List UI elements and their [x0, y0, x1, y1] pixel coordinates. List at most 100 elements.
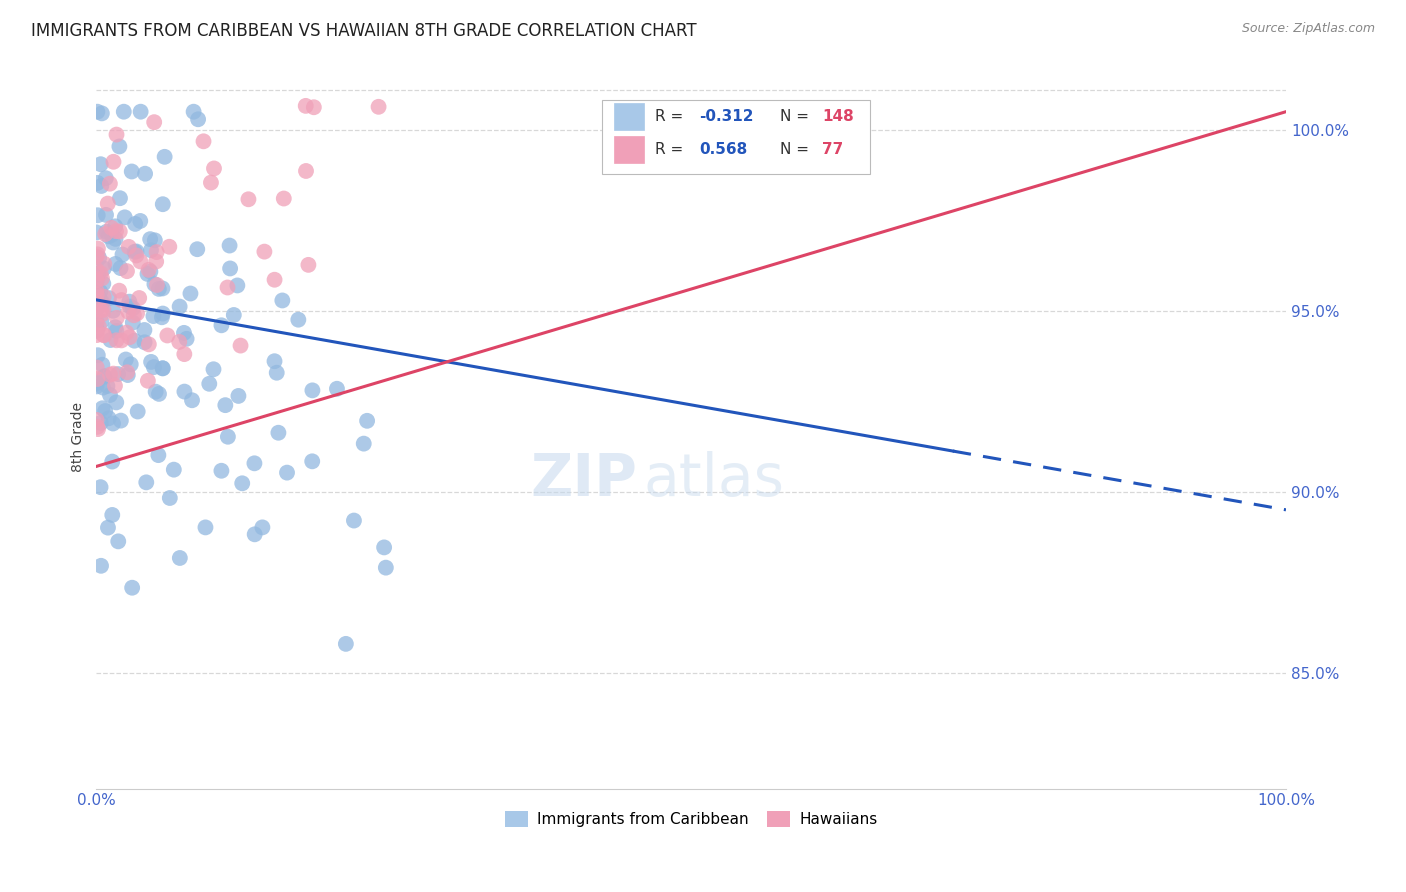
Point: [120, 300, 142, 314]
Point: [143, 115, 166, 129]
Point: [226, 278, 249, 293]
Point: [353, 436, 375, 450]
Point: [91, 271, 114, 285]
Point: [152, 281, 174, 295]
Point: [90, 314, 112, 328]
Point: [94, 227, 117, 241]
Point: [86, 420, 108, 434]
Point: [86, 376, 108, 391]
Point: [209, 318, 232, 333]
Point: [86, 294, 108, 309]
Text: N =: N =: [780, 142, 814, 157]
Point: [104, 257, 127, 271]
Point: [86, 315, 108, 329]
Point: [142, 360, 165, 375]
Point: [94, 208, 117, 222]
Point: [105, 395, 128, 409]
Point: [91, 295, 114, 310]
Point: [91, 401, 114, 416]
Point: [94, 404, 117, 418]
Point: [193, 134, 215, 148]
Point: [86, 284, 108, 298]
Point: [128, 291, 150, 305]
Point: [148, 387, 170, 401]
Point: [86, 247, 108, 261]
Point: [122, 301, 145, 316]
Point: [297, 258, 319, 272]
Point: [118, 294, 141, 309]
Point: [100, 333, 122, 347]
Point: [107, 534, 129, 549]
Point: [214, 398, 236, 412]
Point: [112, 104, 135, 119]
Point: [111, 247, 134, 261]
Point: [263, 354, 285, 368]
Point: [129, 214, 152, 228]
Point: [105, 310, 128, 325]
Point: [139, 244, 162, 258]
Point: [87, 422, 110, 436]
Point: [187, 112, 209, 127]
Point: [124, 334, 146, 348]
Point: [373, 541, 395, 555]
Point: [159, 491, 181, 505]
Point: [143, 277, 166, 292]
Point: [183, 104, 205, 119]
Point: [263, 273, 285, 287]
Point: [294, 99, 316, 113]
Point: [243, 456, 266, 470]
Point: [86, 104, 108, 119]
Point: [91, 307, 114, 321]
Point: [125, 248, 148, 262]
Point: [176, 332, 198, 346]
Point: [89, 293, 111, 308]
Point: [97, 521, 120, 535]
Point: [152, 197, 174, 211]
Point: [142, 309, 165, 323]
Point: [200, 176, 222, 190]
Point: [87, 348, 110, 362]
Point: [167, 334, 190, 349]
Point: [90, 303, 112, 318]
Point: [90, 106, 112, 120]
Point: [103, 367, 125, 381]
Point: [228, 389, 250, 403]
Point: [121, 581, 143, 595]
Point: [145, 384, 167, 399]
Point: [86, 176, 108, 190]
Point: [148, 448, 170, 462]
Text: -0.312: -0.312: [699, 109, 754, 124]
Point: [118, 330, 141, 344]
Point: [100, 227, 122, 242]
Point: [96, 225, 118, 239]
Point: [367, 100, 389, 114]
Point: [229, 338, 252, 352]
Point: [287, 312, 309, 326]
Point: [127, 404, 149, 418]
Point: [101, 454, 124, 468]
Point: [238, 192, 260, 206]
Point: [125, 306, 148, 320]
Point: [94, 171, 117, 186]
Point: [356, 414, 378, 428]
Point: [326, 382, 349, 396]
Point: [129, 254, 152, 268]
Point: [121, 164, 143, 178]
Point: [86, 360, 108, 375]
Point: [114, 352, 136, 367]
Point: [86, 323, 108, 337]
FancyBboxPatch shape: [614, 103, 644, 130]
Point: [301, 454, 323, 468]
Point: [97, 229, 120, 244]
Point: [100, 220, 122, 235]
Point: [125, 244, 148, 259]
Text: R =: R =: [655, 142, 689, 157]
Point: [105, 128, 128, 142]
Point: [209, 464, 232, 478]
Point: [117, 305, 139, 319]
Point: [103, 154, 125, 169]
Point: [86, 328, 108, 343]
Point: [266, 366, 288, 380]
Point: [150, 310, 173, 325]
Point: [115, 326, 138, 340]
